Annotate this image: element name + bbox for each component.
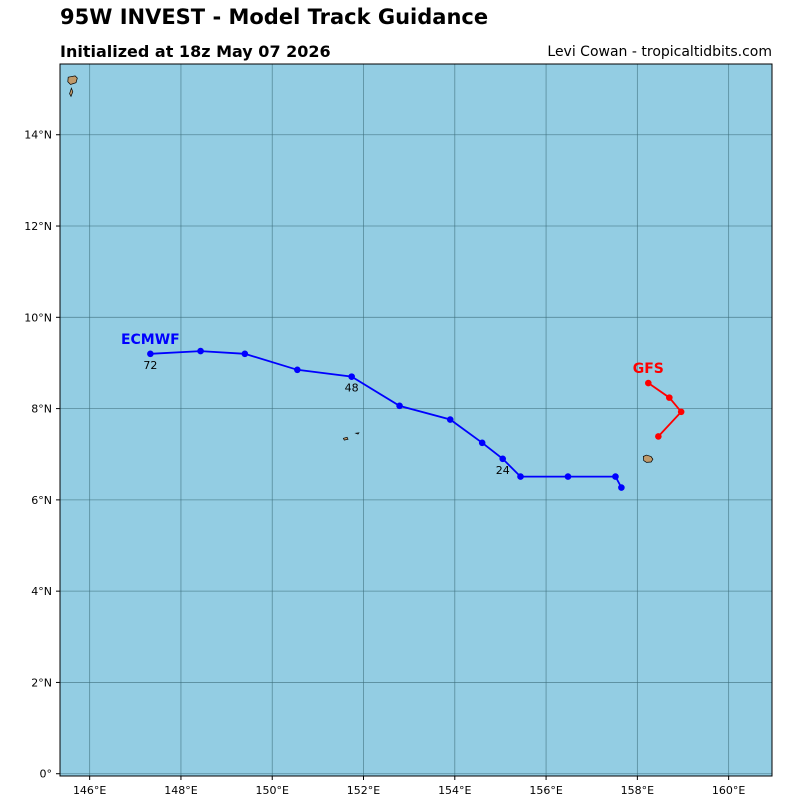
- lon-tick-label: 154°E: [438, 784, 471, 797]
- ecmwf-track-point: [618, 484, 625, 491]
- ecmwf-track-point: [241, 350, 249, 358]
- ecmwf-model-label: ECMWF: [121, 332, 180, 348]
- gfs-model-label: GFS: [633, 361, 664, 377]
- lon-tick-label: 160°E: [712, 784, 745, 797]
- ecmwf-track-point: [147, 350, 154, 358]
- plot-area: 24 48 72 ECMWF GFS: [27, 64, 772, 776]
- lat-tick-label: 6°N: [31, 494, 52, 507]
- lon-tick-label: 156°E: [529, 784, 562, 797]
- lat-tick-label: 4°N: [31, 585, 52, 598]
- land-farallon-island-b: [69, 87, 74, 98]
- gfs-track-point: [655, 433, 662, 440]
- plot-frame: [59, 63, 773, 777]
- ocean-background: [60, 64, 772, 776]
- lon-tick-label: 152°E: [347, 784, 380, 797]
- lat-tick-label: 8°N: [31, 403, 52, 416]
- land-chuuk-atoll: [342, 436, 349, 441]
- gfs-track-point: [677, 408, 685, 416]
- ecmwf-track-point: [478, 439, 486, 447]
- ecmwf-track-point: [446, 416, 454, 423]
- ecmwf-track-point: [612, 473, 619, 480]
- lat-tick-label: 14°N: [24, 129, 52, 142]
- lat-tick-label: 12°N: [24, 220, 52, 233]
- gfs-track-point: [666, 394, 673, 401]
- ecmwf-hour-label: 72: [143, 359, 157, 372]
- gfs-track-line: [647, 382, 683, 438]
- credit-text: Levi Cowan - tropicaltidbits.com: [547, 44, 772, 60]
- ecmwf-track-point: [348, 373, 355, 380]
- lon-tick-label: 148°E: [164, 784, 197, 797]
- lon-tick-label: 150°E: [256, 784, 289, 797]
- lat-tick-label: 10°N: [24, 311, 52, 324]
- ecmwf-track-point: [396, 402, 403, 410]
- ecmwf-track-point: [197, 347, 204, 355]
- lat-tick-label: 2°N: [31, 676, 52, 689]
- land-chuuk-islet: [354, 432, 360, 435]
- ecmwf-track-point: [499, 455, 507, 463]
- lon-tick-label: 146°E: [73, 784, 106, 797]
- lon-tick-label: 158°E: [621, 784, 654, 797]
- land-guam: [27, 150, 42, 169]
- map-title: 95W INVEST - Model Track Guidance: [60, 5, 489, 29]
- init-time-subtitle: Initialized at 18z May 07 2026: [60, 42, 331, 61]
- land-pohnpei: [642, 454, 654, 463]
- ecmwf-track-point: [564, 473, 572, 480]
- ecmwf-track-point: [294, 366, 301, 374]
- land-farallon-island-a: [67, 75, 78, 85]
- gfs-track-point: [645, 379, 652, 387]
- ecmwf-track-point: [517, 473, 524, 480]
- ecmwf-hour-label: 24: [496, 464, 510, 477]
- ecmwf-hour-label: 48: [345, 382, 359, 395]
- lat-tick-label: 0°: [40, 768, 53, 781]
